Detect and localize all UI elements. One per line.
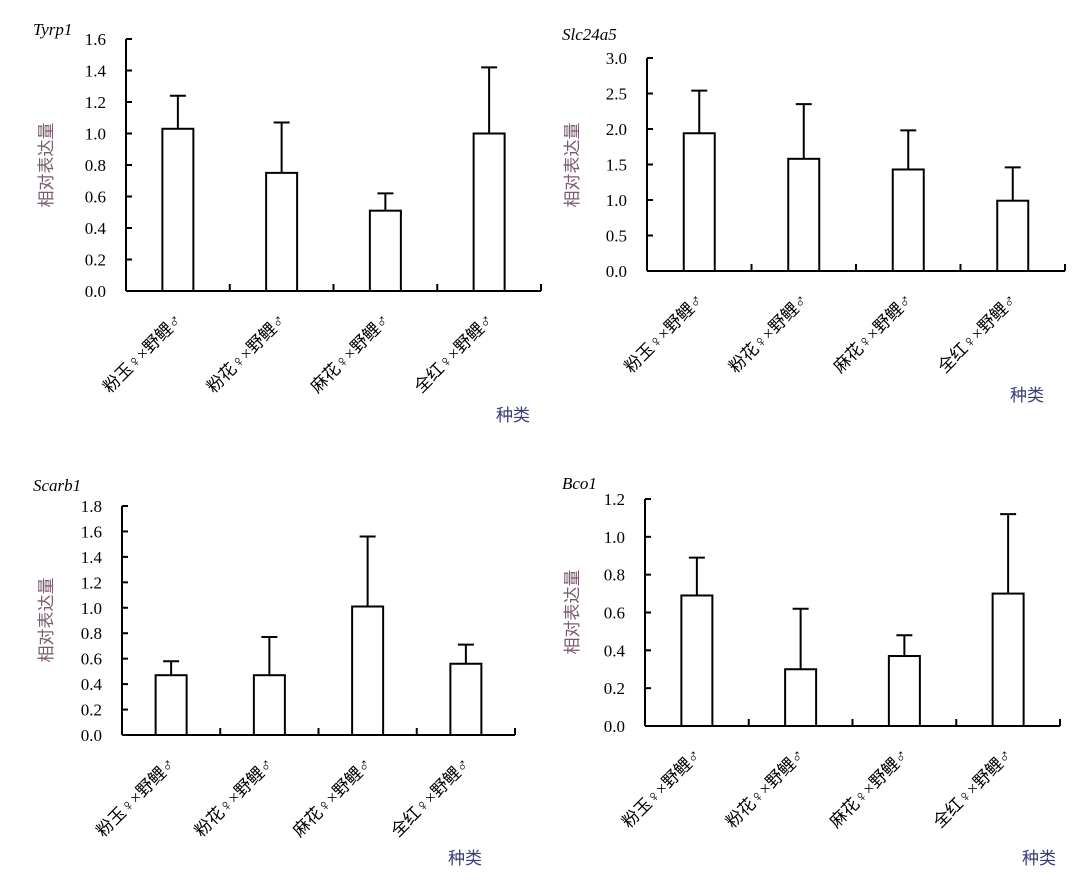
bar [680, 594, 714, 727]
bar [887, 655, 921, 728]
y-tick-label: 1.2 [81, 573, 102, 592]
x-axis-label: 种类 [1022, 849, 1056, 868]
y-tick-label: 3.0 [606, 49, 627, 68]
y-tick-label: 1.5 [606, 156, 627, 175]
category-label: 粉花♀×野鲤♂ [725, 290, 811, 376]
y-tick-label: 1.0 [604, 528, 625, 547]
chart-title: Bco1 [562, 474, 597, 493]
bar [472, 132, 506, 292]
y-tick-label: 0.8 [81, 624, 102, 643]
chart-title: Scarb1 [33, 476, 81, 495]
y-tick-label: 1.6 [81, 522, 102, 541]
bar [682, 132, 716, 272]
chart-title: Slc24a5 [562, 25, 617, 44]
y-tick-label: 0.8 [604, 566, 625, 585]
category-label: 粉玉♀×野鲤♂ [618, 745, 704, 831]
chart-title: Tyrp1 [33, 20, 72, 39]
category-label: 粉玉♀×野鲤♂ [99, 310, 185, 396]
category-label: 粉花♀×野鲤♂ [203, 310, 289, 396]
bar [784, 668, 818, 727]
y-tick-label: 2.0 [606, 120, 627, 139]
y-tick-label: 1.4 [85, 62, 107, 81]
y-tick-label: 0.0 [606, 262, 627, 281]
category-label: 麻花♀×野鲤♂ [826, 745, 912, 831]
bar [891, 168, 925, 272]
y-tick-label: 0.4 [85, 219, 107, 238]
category-label: 粉玉♀×野鲤♂ [621, 290, 707, 376]
bar [351, 605, 385, 736]
y-tick-label: 0.0 [85, 282, 106, 301]
x-axis-label: 种类 [448, 849, 482, 868]
bar [161, 127, 195, 292]
category-label: 粉玉♀×野鲤♂ [93, 754, 179, 840]
y-tick-label: 0.8 [85, 156, 106, 175]
y-tick-label: 0.4 [604, 641, 626, 660]
chart-panel-scarb1: 0.0 0.2 0.4 0.6 0.8 1.0 1.2 1.4 1.6 1.8 粉玉♀×野鲤♂ 粉花♀… [33, 476, 516, 868]
category-label: 粉花♀×野鲤♂ [722, 745, 808, 831]
y-tick-label: 0.2 [81, 701, 102, 720]
bar [787, 157, 821, 273]
y-axis-label: 相对表达量 [37, 578, 56, 663]
y-tick-label: 0.4 [81, 675, 103, 694]
y-tick-label: 0.6 [85, 188, 106, 207]
category-label: 全红♀×野鲤♂ [930, 745, 1016, 831]
chart-panel-slc24a5: 0.0 0.5 1.0 1.5 2.0 2.5 3.0 粉玉♀×野鲤♂ 粉花♀×野鲤♂ 麻花♀×野… [562, 25, 1066, 405]
y-tick-label: 1.0 [81, 599, 102, 618]
bar [265, 171, 299, 292]
category-label: 全红♀×野鲤♂ [934, 290, 1020, 376]
y-tick-label: 0.5 [606, 227, 627, 246]
y-tick-label: 2.5 [606, 85, 627, 104]
category-label: 粉花♀×野鲤♂ [191, 754, 277, 840]
category-label: 全红♀×野鲤♂ [411, 310, 497, 396]
bar [449, 662, 483, 736]
category-label: 麻花♀×野鲤♂ [830, 290, 916, 376]
y-tick-label: 1.0 [606, 191, 627, 210]
category-label: 麻花♀×野鲤♂ [289, 754, 375, 840]
bar [252, 674, 286, 737]
y-tick-label: 1.2 [85, 93, 106, 112]
x-axis-label: 种类 [1010, 386, 1044, 405]
y-tick-label: 0.2 [604, 679, 625, 698]
chart-panel-bco1: 0.0 0.2 0.4 0.6 0.8 1.0 1.2 粉玉♀×野鲤♂ 粉花♀×野鲤♂ 麻花♀×野… [562, 474, 1061, 868]
x-axis-label: 种类 [496, 406, 530, 425]
y-tick-label: 0.0 [604, 717, 625, 736]
y-tick-label: 0.6 [604, 604, 625, 623]
y-tick-label: 1.0 [85, 125, 106, 144]
y-tick-label: 0.2 [85, 251, 106, 270]
y-tick-label: 1.6 [85, 30, 106, 49]
bar [991, 592, 1025, 727]
bar [368, 209, 402, 292]
y-tick-label: 1.8 [81, 497, 102, 516]
bar [154, 674, 188, 737]
y-tick-label: 0.0 [81, 726, 102, 745]
chart-panel-tyrp1: 0.0 0.2 0.4 0.6 0.8 1.0 1.2 1.4 1.6 粉玉♀×野鲤♂ 粉花♀×野鲤… [33, 20, 542, 425]
bar [996, 199, 1030, 273]
y-axis-label: 相对表达量 [563, 570, 582, 655]
y-tick-label: 0.6 [81, 650, 102, 669]
y-tick-label: 1.4 [81, 548, 103, 567]
y-tick-label: 1.2 [604, 490, 625, 509]
category-label: 麻花♀×野鲤♂ [307, 310, 393, 396]
y-axis-label: 相对表达量 [563, 123, 582, 208]
category-label: 全红♀×野鲤♂ [387, 754, 473, 840]
y-axis-label: 相对表达量 [37, 123, 56, 208]
